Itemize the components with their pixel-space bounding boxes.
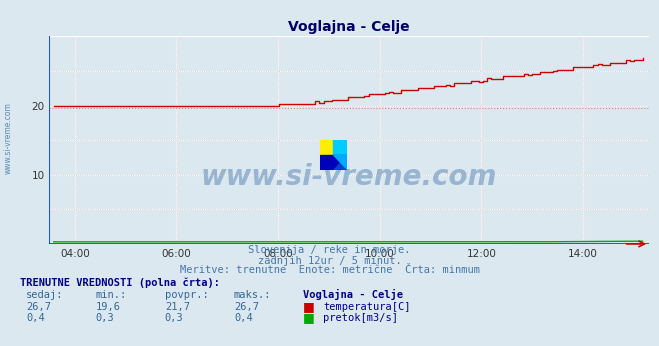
Bar [320, 155, 347, 170]
Bar [333, 140, 347, 155]
Text: 26,7: 26,7 [26, 302, 51, 312]
Text: ■: ■ [303, 311, 315, 324]
Text: Meritve: trenutne  Enote: metrične  Črta: minmum: Meritve: trenutne Enote: metrične Črta: … [179, 265, 480, 275]
Polygon shape [333, 155, 347, 170]
Text: ■: ■ [303, 300, 315, 313]
Text: zadnjih 12ur / 5 minut.: zadnjih 12ur / 5 minut. [258, 256, 401, 266]
Title: Voglajna - Celje: Voglajna - Celje [289, 20, 410, 34]
Text: www.si-vreme.com: www.si-vreme.com [3, 102, 13, 174]
Text: Slovenija / reke in morje.: Slovenija / reke in morje. [248, 245, 411, 255]
Bar [320, 140, 333, 155]
Text: povpr.:: povpr.: [165, 290, 208, 300]
Text: 0,3: 0,3 [96, 313, 114, 323]
Text: 21,7: 21,7 [165, 302, 190, 312]
Polygon shape [333, 155, 347, 170]
Text: 0,4: 0,4 [26, 313, 45, 323]
Text: Voglajna - Celje: Voglajna - Celje [303, 289, 403, 300]
Text: TRENUTNE VREDNOSTI (polna črta):: TRENUTNE VREDNOSTI (polna črta): [20, 278, 219, 289]
Text: temperatura[C]: temperatura[C] [323, 302, 411, 312]
Text: www.si-vreme.com: www.si-vreme.com [201, 164, 498, 191]
Text: 19,6: 19,6 [96, 302, 121, 312]
Text: sedaj:: sedaj: [26, 290, 64, 300]
Text: 0,3: 0,3 [165, 313, 183, 323]
Text: 26,7: 26,7 [234, 302, 259, 312]
Text: 0,4: 0,4 [234, 313, 252, 323]
Text: maks.:: maks.: [234, 290, 272, 300]
Text: min.:: min.: [96, 290, 127, 300]
Text: pretok[m3/s]: pretok[m3/s] [323, 313, 398, 323]
